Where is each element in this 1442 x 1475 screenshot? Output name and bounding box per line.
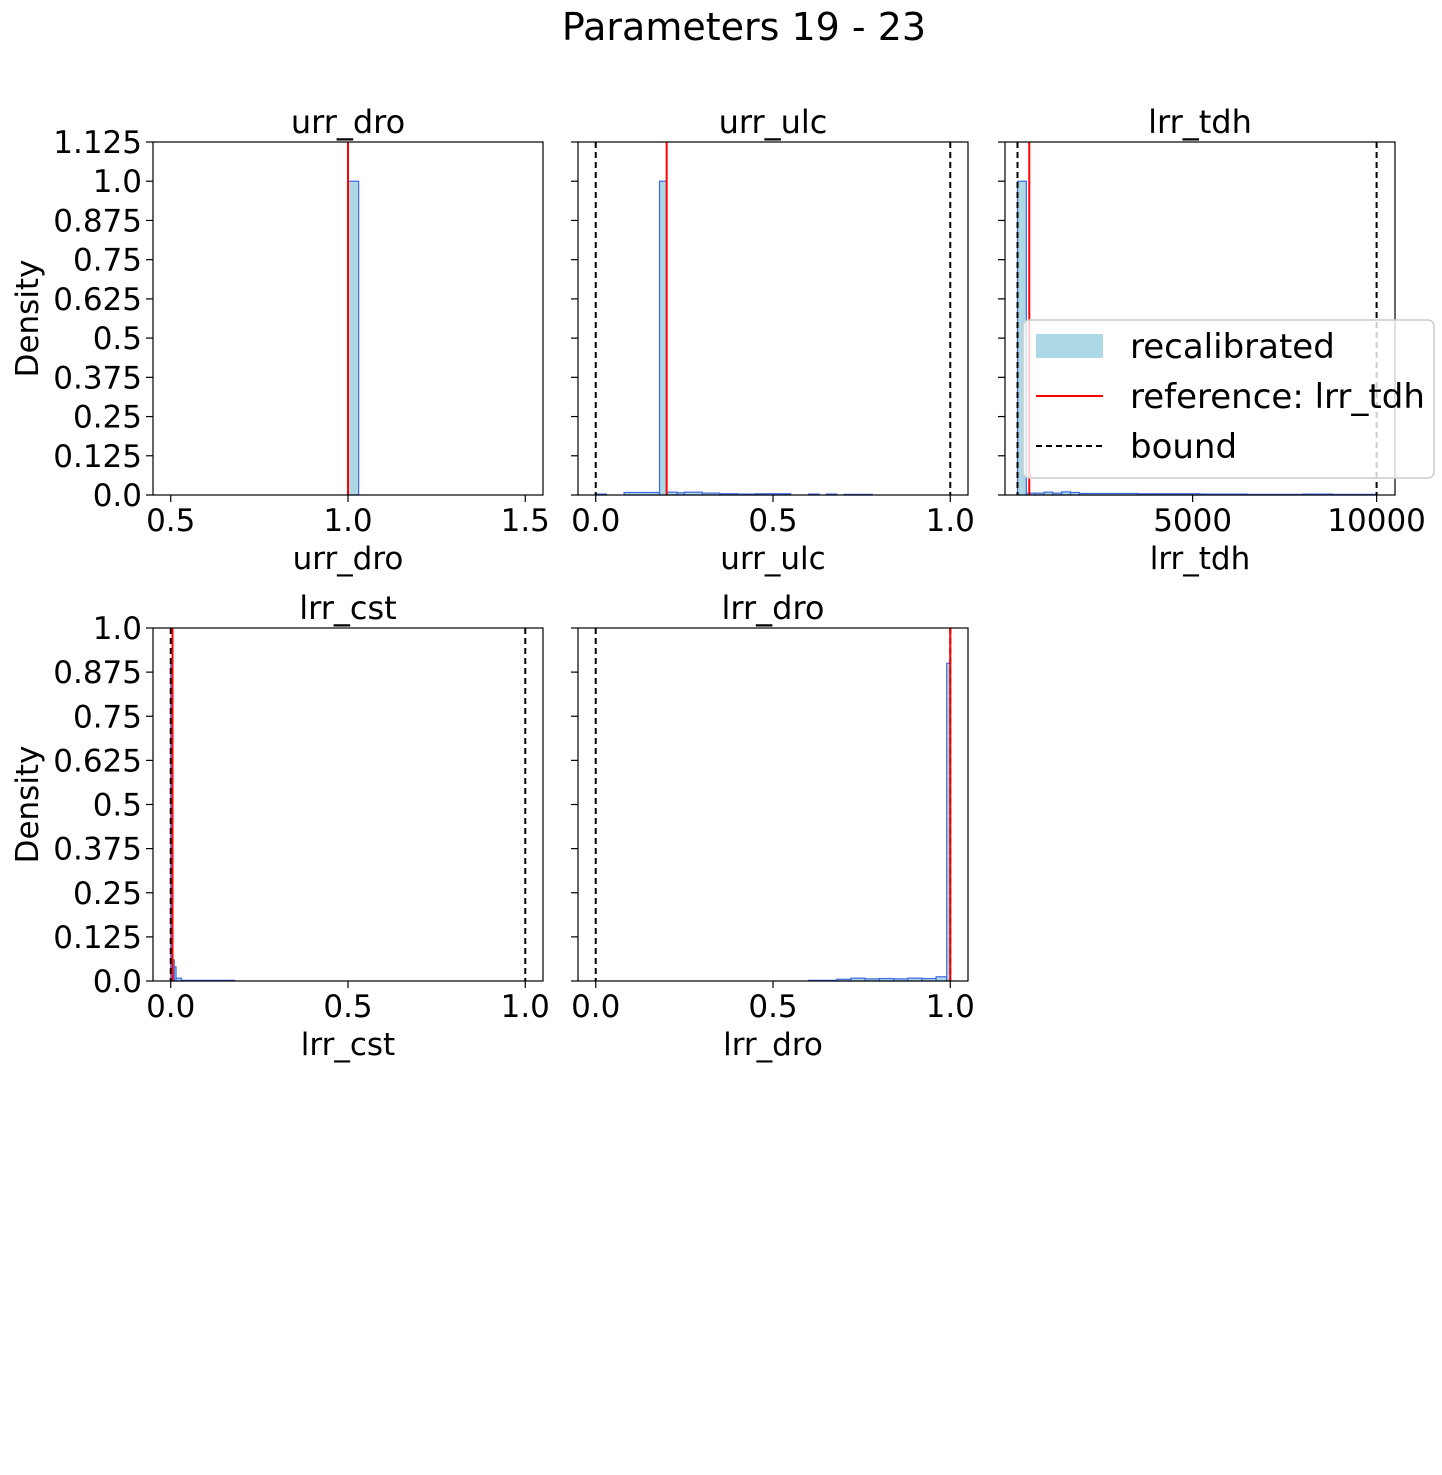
x-axis-label: urr_ulc: [720, 541, 825, 577]
y-tick-label: 0.875: [53, 203, 142, 239]
x-tick-label: 1.0: [501, 989, 550, 1025]
x-tick-label: 0.5: [146, 503, 195, 539]
y-tick-label: 0.5: [93, 321, 142, 357]
histogram: [347, 180, 360, 496]
y-tick-label: 0.0: [93, 478, 142, 514]
x-tick-label: 0.0: [571, 503, 620, 539]
y-tick-label: 0.125: [53, 439, 142, 475]
y-tick-label: 0.375: [53, 360, 142, 396]
panel-urr-dro: 0.00.1250.250.3750.50.6250.750.8751.01.1…: [10, 103, 550, 577]
x-axis-label: lrr_dro: [723, 1027, 823, 1063]
x-axis-label: lrr_cst: [301, 1027, 395, 1063]
panel-title: urr_dro: [291, 103, 405, 141]
legend-box: [1022, 319, 1435, 479]
x-tick-label: 5000: [1153, 503, 1232, 539]
panel-lrr-tdh: 5000 10000 lrr_tdh lrr_tdh: [998, 103, 1426, 577]
y-tick-label: 0.375: [53, 832, 142, 868]
panel-title: lrr_dro: [722, 589, 825, 627]
panel-title: lrr_tdh: [1148, 103, 1252, 141]
legend-entry: recalibrated: [1036, 327, 1335, 367]
y-axis-label: Density: [10, 260, 46, 378]
legend-label: recalibrated: [1130, 327, 1335, 367]
y-tick-label: 1.125: [53, 125, 142, 161]
x-tick-label: 0.5: [748, 989, 797, 1025]
y-tick-label: 0.875: [53, 655, 142, 691]
y-tick-label: 0.5: [93, 788, 142, 824]
y-tick-label: 0.25: [73, 876, 142, 912]
y-axis-label: Density: [10, 746, 46, 864]
histogram-bar: [658, 180, 668, 496]
y-tick-label: 0.75: [73, 699, 142, 735]
y-tick-label: 0.625: [53, 743, 142, 779]
y-tick-label: 1.0: [93, 164, 142, 200]
x-tick-label: 0.0: [146, 989, 195, 1025]
panels: 0.00.1250.250.3750.50.6250.750.8751.01.1…: [10, 103, 1426, 1063]
x-axis-label: lrr_tdh: [1150, 541, 1251, 577]
legend-entry: bound: [1036, 427, 1237, 467]
y-tick-label: 0.625: [53, 282, 142, 318]
y-tick-label: 0.125: [53, 920, 142, 956]
x-tick-label: 10000: [1327, 503, 1426, 539]
axes-frame: [1004, 141, 1396, 496]
x-tick-label: 0.0: [571, 989, 620, 1025]
y-tick-label: 0.0: [93, 964, 142, 1000]
legend-swatch: [1036, 334, 1103, 358]
x-tick-label: 1.0: [926, 989, 975, 1025]
y-tick-label: 0.25: [73, 400, 142, 436]
legend-label: bound: [1130, 427, 1237, 467]
x-tick-label: 0.5: [323, 989, 372, 1025]
panel-title: urr_ulc: [719, 103, 828, 141]
x-tick-label: 1.0: [323, 503, 372, 539]
histogram-bar: [935, 976, 948, 982]
panel-lrr-cst: 0.00.1250.250.3750.50.6250.750.8751.00.0…: [10, 589, 550, 1063]
histogram-bar: [347, 180, 360, 496]
legend-label: reference: lrr_tdh: [1130, 377, 1425, 417]
figure-title: Parameters 19 - 23: [562, 5, 926, 49]
panel-urr-ulc: 0.0 0.5 1.0 urr_ulc urr_ulc: [571, 103, 975, 577]
y-tick-label: 1.0: [93, 611, 142, 647]
x-axis-label: urr_dro: [293, 541, 404, 577]
panel-title: lrr_cst: [299, 589, 396, 627]
x-tick-label: 1.0: [926, 503, 975, 539]
y-tick-label: 0.75: [73, 243, 142, 279]
legend-entry: reference: lrr_tdh: [1036, 377, 1425, 417]
x-tick-label: 1.5: [501, 503, 550, 539]
x-tick-label: 0.5: [748, 503, 797, 539]
panel-lrr-dro: 0.0 0.5 1.0 lrr_dro lrr_dro: [571, 589, 975, 1063]
